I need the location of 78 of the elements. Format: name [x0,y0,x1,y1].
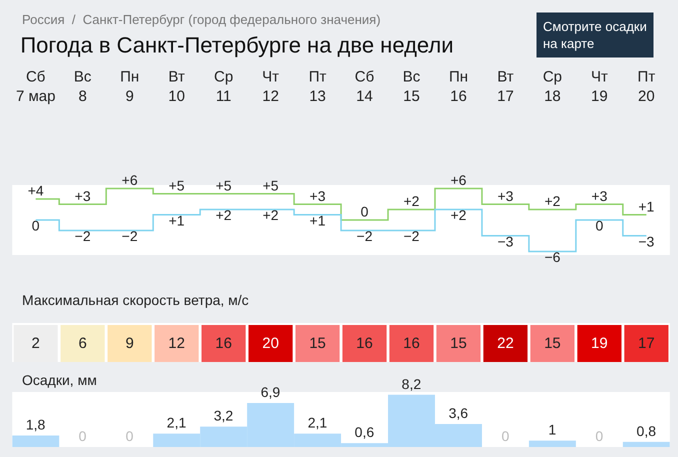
data-label: 15 [450,334,467,352]
data-label: +3 [497,188,514,204]
data-label: 2 [32,334,40,352]
data-label: −6 [544,249,561,265]
data-label: −3 [497,233,514,250]
data-label: −2 [122,228,138,244]
bar [528,440,576,447]
data-label: −3 [638,233,655,250]
data-label: 16 [215,334,232,352]
text: Максимальная скорость ветра, м/с [22,292,249,308]
data-label: 0,8 [636,422,656,439]
data-label: −2 [356,228,373,244]
data-label: 1 [548,422,556,438]
data-label: 15 [309,334,326,352]
data-label: 0 [126,428,134,444]
chart-title: Погода в Санкт-Петербурге на две недели [20,32,454,58]
data-label: +6 [450,172,467,188]
x-tick-label: Сб 7 мар [16,68,56,105]
data-label: +2 [544,193,561,209]
x-tick-label: Вт 10 [168,68,185,105]
bar [12,436,60,447]
x-tick-label: Вт 17 [497,68,514,105]
data-label: 2,1 [308,414,328,431]
data-label: 6 [78,334,87,352]
data-label: 1,8 [26,416,46,433]
data-label: +3 [310,188,326,204]
data-label: +2 [404,193,420,209]
text: Смотрите осадки на карте [543,19,647,51]
x-tick-label: Ср 18 [542,68,562,105]
x-tick-label: Пн 16 [448,68,468,105]
data-label: +1 [310,212,326,228]
x-tick-label: Сб 14 [354,68,374,105]
data-label: +2 [262,207,279,223]
data-label: +5 [216,177,232,194]
data-label: +6 [122,172,138,188]
x-tick-label: Вс 15 [402,68,421,105]
data-label: 19 [591,334,608,352]
data-label: 0 [32,218,40,234]
data-label: 0 [596,218,604,234]
x-tick-label: Пт 20 [638,68,656,105]
data-label: 0,6 [354,424,374,440]
data-label: 0 [360,204,369,220]
data-label: −2 [404,228,420,244]
data-label: 9 [125,334,134,352]
data-label: 0 [78,428,87,444]
x-tick-label: Пн 9 [120,68,140,105]
data-label: +2 [450,207,467,223]
data-label: 0 [595,428,604,444]
data-label: 20 [262,334,279,352]
data-label: 17 [638,334,655,352]
data-label: +5 [168,177,185,194]
chart-title: Осадки, мм [22,372,97,388]
data-label: 12 [168,334,185,352]
data-label: 3,6 [448,405,468,422]
data-label: +3 [74,188,91,204]
data-label: +3 [591,188,608,204]
data-label: −2 [74,228,91,244]
data-label: 0 [501,428,510,444]
bar [622,442,670,447]
data-label: 6,9 [260,384,280,400]
data-label: +1 [168,212,185,228]
data-label: +2 [216,207,232,223]
x-tick-label: Пт 13 [308,68,326,105]
data-label: 22 [497,334,514,352]
text: Россия / Санкт-Петербург (город федерального значения) [22,12,381,27]
x-tick-label: Ср 11 [214,68,234,105]
x-tick-label: Вс 8 [74,68,92,105]
data-label: +5 [262,177,279,194]
data-label: 8,2 [402,376,422,392]
data-label: 16 [356,334,373,352]
data-label: 15 [544,334,561,352]
x-tick-label: Чт 12 [262,68,280,105]
data-label: +4 [28,182,44,198]
x-tick-label: Чт 19 [590,68,608,105]
data-label: 2,1 [166,414,186,431]
data-label: 3,2 [214,408,234,424]
data-label: 16 [403,334,420,352]
data-label: +1 [638,198,655,214]
